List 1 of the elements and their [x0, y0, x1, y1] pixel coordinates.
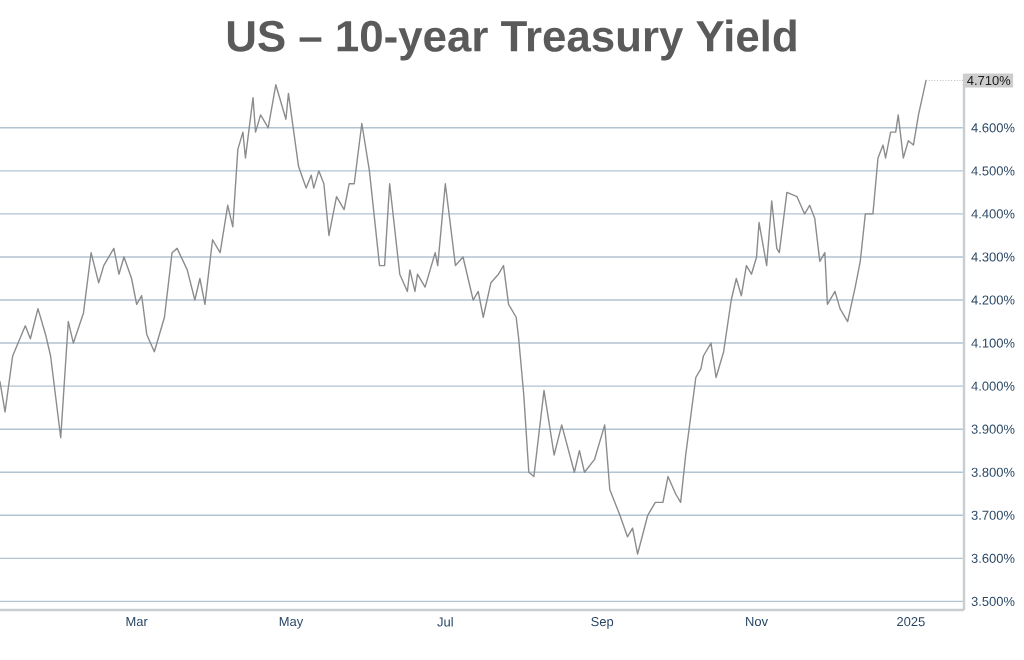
chart-title: US – 10-year Treasury Yield [227, 19, 796, 61]
